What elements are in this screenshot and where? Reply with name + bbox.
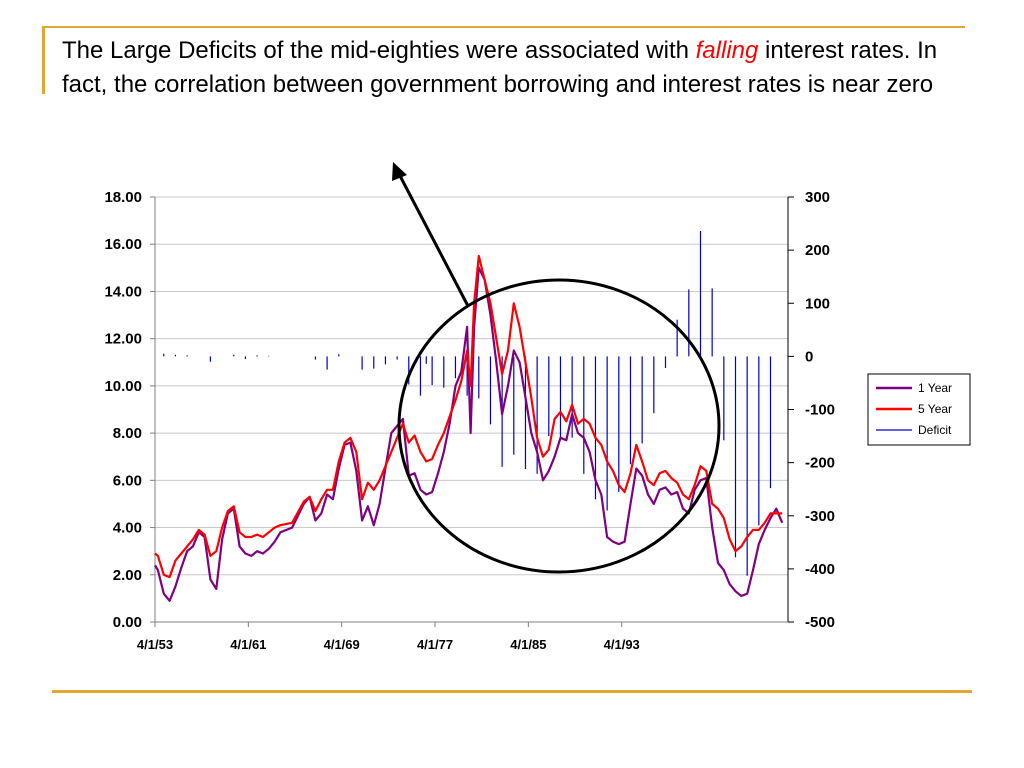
y-right-tick-label: -200 [805,455,835,472]
x-tick-label: 4/1/93 [604,637,640,652]
legend-label: 5 Year [918,402,952,416]
x-tick-label: 4/1/69 [324,637,360,652]
y-right-tick-label: 0 [805,348,813,365]
y-left-ticks: 0.00 2.00 4.00 6.00 8.00 10.00 12.00 14.00 16.00… [104,189,155,631]
y-left-tick-label: 2.00 [113,567,142,584]
y-right-tick-label: 200 [805,242,830,259]
y-left-tick-label: 12.00 [104,331,142,348]
series-line-1-year [154,266,784,602]
highlight-circle [397,278,721,574]
y-right-tick-label: -400 [805,561,835,578]
y-right-tick-label: -300 [805,508,835,525]
y-left-tick-label: 14.00 [104,283,142,300]
y-left-tick-label: 18.00 [104,189,142,206]
legend: 1 Year 5 Year Deficit [867,373,971,446]
series-line-5-year [154,254,783,579]
y-right-tick-label: 300 [805,189,830,206]
x-tick-label: 4/1/61 [230,637,266,652]
y-left-tick-label: 8.00 [113,425,142,442]
y-left-tick-label: 4.00 [113,520,142,537]
legend-box [867,373,971,446]
x-tick-label: 4/1/53 [137,637,173,652]
y-right-tick-label: 100 [805,295,830,312]
accent-rule-top [45,26,965,28]
title-text-part1: The Large Deficits of the mid-eighties w… [62,37,696,64]
y-left-tick-label: 16.00 [104,236,142,253]
annotation-arrow-line [396,171,470,307]
y-right-ticks: -500 -400 -300 -200 -100 0 100 200 300 [788,189,835,631]
accent-rule-bottom [52,690,972,693]
legend-label: Deficit [918,423,952,437]
title-text-part2: interest rates. In fact, the correlation… [62,37,938,98]
y-left-tick-label: 0.00 [113,614,142,631]
y-right-tick-label: -100 [805,402,835,419]
annotation-arrow-head [392,162,407,181]
y-right-tick-label: -500 [805,614,835,631]
title-emphasis: falling [695,37,759,64]
y-left-tick-label: 10.00 [104,378,142,395]
x-tick-label: 4/1/85 [510,637,546,652]
x-tick-label: 4/1/77 [417,637,453,652]
accent-rule-vertical [42,26,45,94]
legend-label: 1 Year [918,381,952,395]
x-ticks: 4/1/534/1/614/1/694/1/774/1/854/1/934/1/… [137,622,640,652]
series-lines [154,231,784,602]
slide-title: The Large Deficits of the mid-eighties w… [62,34,962,102]
y-left-tick-label: 6.00 [113,472,142,489]
